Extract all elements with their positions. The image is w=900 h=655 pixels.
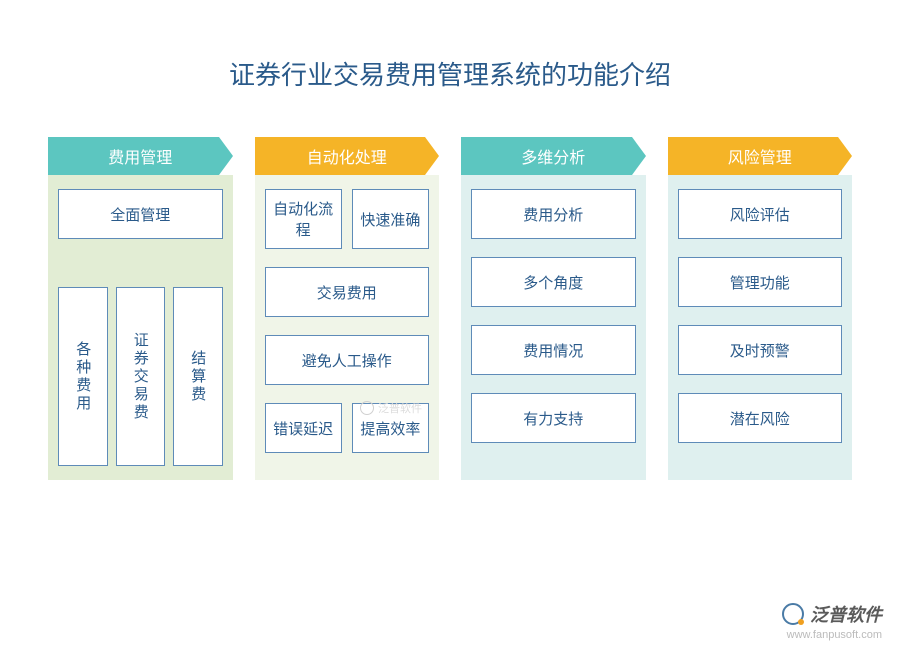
column-2-body: 自动化流程 快速准确 交易费用 避免人工操作 错误延迟 提高效率 [255,175,440,480]
col3-box-3: 费用情况 [471,325,636,375]
page-title: 证券行业交易费用管理系统的功能介绍 [0,55,900,92]
center-watermark: 泛普软件 [360,400,422,416]
footer-url: www.fanpusoft.com [782,629,882,641]
col2-box-4a: 错误延迟 [265,403,342,453]
column-4-header-label: 风险管理 [728,144,792,168]
footer-logo-icon [782,603,804,625]
columns-container: 费用管理 全面管理 各种费用 证券交易费 结算费 自动化处理 自动化流程 快速准… [0,137,900,480]
col3-box-2: 多个角度 [471,257,636,307]
col4-box-4: 潜在风险 [678,393,843,443]
col3-box-4: 有力支持 [471,393,636,443]
col2-box-3: 避免人工操作 [265,335,430,385]
watermark-logo-icon [360,401,374,415]
col1-box-1: 全面管理 [58,189,223,239]
column-1-body: 全面管理 各种费用 证券交易费 结算费 [48,175,233,480]
column-2-header: 自动化处理 [255,137,440,175]
col3-box-1: 费用分析 [471,189,636,239]
column-2-body: 费用分析 多个角度 费用情况 有力支持 [461,175,646,480]
col2-box-2: 交易费用 [265,267,430,317]
col4-box-3: 及时预警 [678,325,843,375]
column-2-header-label: 自动化处理 [307,144,387,168]
col4-box-2: 管理功能 [678,257,843,307]
column-4: 风险管理 风险评估 管理功能 及时预警 潜在风险 [668,137,853,480]
col1-vbox-2: 证券交易费 [116,287,166,466]
column-3: 多维分析 费用分析 多个角度 费用情况 有力支持 [461,137,646,480]
footer-brand: 泛普软件 [782,601,882,627]
column-4-body: 风险评估 管理功能 及时预警 潜在风险 [668,175,853,480]
col1-vertical-row: 各种费用 证券交易费 结算费 [58,287,223,466]
footer-brand-text: 泛普软件 [810,601,882,627]
col1-vbox-1: 各种费用 [58,287,108,466]
col1-vbox-3: 结算费 [173,287,223,466]
col2-box-1b: 快速准确 [352,189,429,249]
col2-box-1a: 自动化流程 [265,189,342,249]
footer-logo: 泛普软件 www.fanpusoft.com [782,601,882,641]
column-2: 自动化处理 自动化流程 快速准确 交易费用 避免人工操作 错误延迟 提高效率 [255,137,440,480]
column-4-header: 风险管理 [668,137,853,175]
col2-row-1: 自动化流程 快速准确 [265,189,430,249]
column-1: 费用管理 全面管理 各种费用 证券交易费 结算费 [48,137,233,480]
col4-box-1: 风险评估 [678,189,843,239]
column-3-header: 多维分析 [461,137,646,175]
watermark-text: 泛普软件 [378,400,422,416]
column-3-header-label: 多维分析 [521,144,585,168]
column-1-header-label: 费用管理 [108,144,172,168]
column-1-header: 费用管理 [48,137,233,175]
